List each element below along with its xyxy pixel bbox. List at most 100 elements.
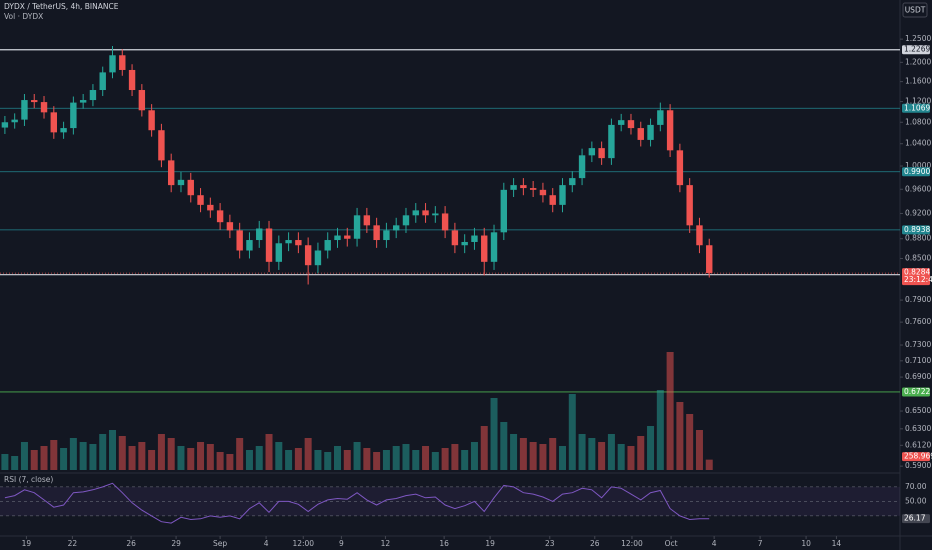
volume-bar (529, 442, 537, 470)
candle-body (256, 228, 263, 241)
x-tick-label: 12 (381, 539, 391, 548)
candle-body (529, 188, 537, 190)
candle-body (392, 225, 400, 231)
volume-bar (20, 442, 28, 470)
candle-body (177, 179, 185, 186)
candle-body (578, 155, 586, 179)
y-tick-label: 0.7900 (905, 295, 931, 304)
candle-body (60, 128, 67, 133)
candle-body (559, 185, 566, 205)
volume-bar (334, 446, 341, 470)
candle-body (158, 130, 165, 161)
volume-bar (666, 352, 674, 470)
candle-body (119, 55, 126, 70)
x-tick-label: 26 (590, 539, 600, 548)
volume-bar (617, 444, 625, 470)
volume-bar (118, 436, 126, 470)
volume-bar (402, 444, 410, 470)
volume-bar (695, 430, 703, 470)
y-tick-label: 1.1200 (905, 97, 931, 106)
volume-bar (236, 438, 244, 470)
candle-body (441, 213, 449, 231)
volume-bar (128, 446, 136, 470)
level-label: 0.6722 (904, 387, 930, 396)
candle-body (373, 225, 380, 241)
x-tick-label: 12:00 (621, 539, 643, 548)
candle-body (138, 90, 146, 111)
level-label: 1.2269 (904, 45, 930, 54)
candle-body (167, 160, 175, 186)
x-tick-label: 19 (22, 539, 32, 548)
currency-label[interactable]: USDT (905, 6, 926, 15)
candle-body (481, 235, 488, 262)
level-label-box (902, 225, 930, 235)
candle-body (383, 230, 390, 241)
volume-bar (79, 442, 87, 470)
volume-bar (373, 452, 381, 470)
candle-body (412, 210, 419, 216)
volume-bar (353, 442, 361, 470)
volume-bar (627, 446, 635, 470)
volume-bar (519, 438, 527, 470)
candle-body (549, 195, 556, 205)
volume-bar (69, 438, 77, 470)
volume-bar (382, 450, 390, 470)
candle-body (422, 210, 429, 216)
last-price-box (902, 268, 930, 286)
volume-bar (549, 438, 557, 470)
volume-bar (206, 444, 214, 470)
x-tick-label: 22 (68, 539, 78, 548)
candle-body (666, 110, 674, 151)
volume-title: Vol · DYDX (4, 12, 43, 21)
candle-body (21, 100, 28, 120)
rsi-tick-label: 70.00 (905, 482, 927, 491)
volume-bar (470, 442, 478, 470)
candle-body (324, 240, 331, 251)
volume-bar (461, 450, 469, 470)
volume-bar (412, 450, 420, 470)
currency-button[interactable] (902, 2, 928, 18)
y-tick-label: 0.6900 (905, 372, 931, 381)
candle-body (236, 230, 243, 251)
candle-body (637, 128, 644, 140)
volume-bar (686, 414, 694, 470)
y-tick-label: 0.8800 (905, 234, 931, 243)
candle-body (647, 124, 654, 140)
candle-body (246, 240, 253, 251)
candle-body (402, 215, 410, 226)
y-tick-label: 0.6120 (905, 440, 931, 449)
x-tick-label: 7 (758, 539, 763, 548)
candle-body (569, 178, 576, 186)
candle-body (510, 185, 517, 190)
volume-bar (40, 446, 48, 470)
y-tick-label: 1.0400 (905, 139, 931, 148)
candle-body (89, 90, 97, 101)
volume-bar (148, 450, 156, 470)
volume-bar (363, 448, 371, 470)
volume-bar (480, 426, 488, 470)
candle-body (490, 232, 498, 262)
candle-body (285, 240, 292, 244)
candle-body (70, 102, 77, 129)
volume-bar (304, 438, 312, 470)
y-tick-label: 0.7300 (905, 340, 931, 349)
level-label-box (902, 103, 930, 113)
candle-body (344, 235, 351, 239)
volume-bar (1, 454, 9, 470)
candle-body (187, 179, 194, 196)
candle-body (314, 250, 322, 266)
candle-body (79, 100, 87, 103)
volume-bar (294, 448, 302, 470)
candle-body (696, 225, 703, 246)
y-tick-label: 0.5900 (905, 461, 931, 470)
level-label: 0.8938 (904, 225, 930, 234)
candle-body (686, 185, 693, 226)
candle-body (363, 215, 371, 226)
volume-bar (109, 430, 116, 470)
volume-label-box (902, 452, 930, 462)
x-tick-label: 9 (339, 539, 344, 548)
volume-bar (11, 456, 19, 470)
x-tick-label: 4 (264, 539, 269, 548)
rsi-line (4, 482, 710, 524)
candle-body (617, 120, 625, 125)
